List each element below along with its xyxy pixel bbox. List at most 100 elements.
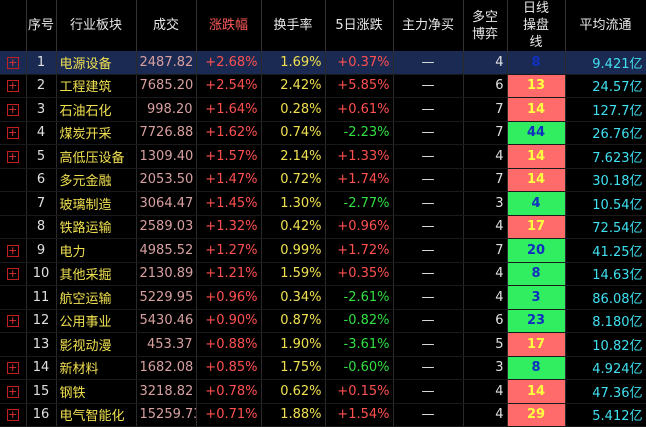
daily-line: 20 [507,238,566,263]
column-header[interactable]: 多空博弈 [463,0,508,51]
column-header[interactable]: 涨跌幅 [196,0,262,51]
expand-cell: + [0,121,27,145]
sector-name: 煤炭开采 [56,121,137,145]
daily-line: 14 [507,379,566,404]
sector-row[interactable]: +2 工程建筑 7685.20 +2.54% 2.42% +5.85% —6 13 24.57亿 [0,74,646,98]
volume: 1682.08 [136,356,197,380]
avg-float: 127.7亿 [565,97,646,122]
sector-row[interactable]: +5 高低压设备 1309.40 +1.57% 2.14% +1.33% —4 14 7.623… [0,144,646,169]
volume: 7685.20 [136,74,197,98]
change: +1.27% [196,238,262,263]
volume: 3064.47 [136,191,197,216]
avg-float: 26.76亿 [565,121,646,145]
sector-row[interactable]: +15 钢铁 3218.82 +0.78% 0.62% +0.15% —4 14 47.36亿 [0,379,646,404]
column-header[interactable]: 主力净买 [393,0,464,51]
sector-row[interactable]: +16 电气智能化 15259.73 +0.71% 1.88% +1.54% —4 29 5.4… [0,403,646,427]
expand-cell: + [0,262,27,286]
expand-icon[interactable]: + [6,267,19,281]
sector-row[interactable]: +1 电源设备 2487.82 +2.68% 1.69% +0.37% —4 8 9.421亿 [0,51,646,75]
expand-icon[interactable]: + [6,149,19,163]
change: +0.85% [196,356,262,380]
volume: 3218.82 [136,379,197,404]
avg-float: 86.08亿 [565,285,646,310]
expand-icon[interactable]: + [6,408,19,422]
volume: 2053.50 [136,168,197,192]
sector-row[interactable]: 11 航空运输 5229.95 +0.96% 0.34% -2.61% —4 3 86.08亿 [0,285,646,310]
turnover: 1.69% [261,51,326,75]
daily-line: 44 [507,121,566,145]
change: +1.64% [196,97,262,122]
turnover: 2.42% [261,74,326,98]
row-number: 4 [26,121,57,145]
sector-row[interactable]: +3 石油石化 998.20 +1.64% 0.28% +0.61% —7 14 127.7亿 [0,97,646,122]
expand-icon[interactable]: + [6,243,19,257]
header-row: 序号 行业板块 成交 涨跌幅 换手率 5日涨跌 主力净买 多空博弈 日线操盘线 平均流通 [0,0,646,51]
volume: 2487.82 [136,51,197,75]
turnover: 0.74% [261,121,326,145]
column-header[interactable]: 行业板块 [56,0,137,51]
change-5d: +0.35% [325,262,394,286]
column-header[interactable]: 5日涨跌 [325,0,394,51]
change-5d: -2.23% [325,121,394,145]
sector-row[interactable]: 13 影视动漫 453.37 +0.88% 1.90% -3.61% —5 17 10.82亿 [0,332,646,357]
expand-icon[interactable]: + [6,79,19,93]
sector-name: 钢铁 [56,379,137,404]
avg-float: 4.924亿 [565,356,646,380]
main-net: — [393,144,464,169]
expand-cell [0,168,27,192]
turnover: 1.75% [261,356,326,380]
column-header[interactable]: 成交 [136,0,197,51]
daily-line: 13 [507,74,566,98]
expand-icon[interactable]: + [6,314,19,328]
turnover: 1.59% [261,262,326,286]
main-net: — [393,121,464,145]
expand-icon[interactable]: + [6,361,19,375]
change-5d: -2.61% [325,285,394,310]
main-net: — [393,332,464,357]
volume: 2130.89 [136,262,197,286]
sector-name: 电气智能化 [56,403,137,427]
change: +1.32% [196,215,262,239]
column-header[interactable]: 换手率 [261,0,326,51]
change-5d: +5.85% [325,74,394,98]
long-short: 7 [463,238,508,263]
volume: 7726.88 [136,121,197,145]
avg-float: 47.36亿 [565,379,646,404]
table-body: +1 电源设备 2487.82 +2.68% 1.69% +0.37% —4 8 9.421亿 +… [0,51,646,427]
sector-row[interactable]: 8 铁路运输 2589.03 +1.32% 0.42% +0.96% —4 17 72.54亿 [0,215,646,239]
column-header[interactable]: 日线操盘线 [507,0,566,51]
change: +1.21% [196,262,262,286]
sector-name: 铁路运输 [56,215,137,239]
sector-row[interactable]: +9 电力 4985.52 +1.27% 0.99% +1.72% —7 20 41.25亿 [0,238,646,263]
long-short: 6 [463,74,508,98]
long-short: 4 [463,379,508,404]
sector-row[interactable]: 7 玻璃制造 3064.47 +1.45% 1.30% -2.77% —3 4 10.54亿 [0,191,646,216]
column-header[interactable]: 序号 [26,0,57,51]
column-header[interactable]: 平均流通 [565,0,646,51]
change: +1.45% [196,191,262,216]
expand-cell [0,215,27,239]
main-net: — [393,191,464,216]
sector-row[interactable]: +10 其他采掘 2130.89 +1.21% 1.59% +0.35% —4 8 14.63亿 [0,262,646,286]
expand-icon[interactable]: + [6,384,19,398]
expand-icon[interactable]: + [6,55,19,69]
row-number: 13 [26,332,57,357]
row-number: 16 [26,403,57,427]
long-short: 3 [463,356,508,380]
expand-icon[interactable]: + [6,102,19,116]
sector-row[interactable]: +12 公用事业 5430.46 +0.90% 0.87% -0.82% —6 23 8.180… [0,309,646,333]
sector-row[interactable]: +14 新材料 1682.08 +0.85% 1.75% -0.60% —3 8 4.924亿 [0,356,646,380]
main-net: — [393,309,464,333]
sector-row[interactable]: +4 煤炭开采 7726.88 +1.62% 0.74% -2.23% —7 44 26.76亿 [0,121,646,145]
turnover: 2.14% [261,144,326,169]
avg-float: 72.54亿 [565,215,646,239]
daily-line: 8 [507,356,566,380]
sector-row[interactable]: 6 多元金融 2053.50 +1.47% 0.72% +1.74% —7 14 30.18亿 [0,168,646,192]
volume: 5430.46 [136,309,197,333]
expand-cell: + [0,309,27,333]
expand-icon[interactable]: + [6,126,19,140]
sector-name: 新材料 [56,356,137,380]
change-5d: +0.37% [325,51,394,75]
row-number: 5 [26,144,57,169]
